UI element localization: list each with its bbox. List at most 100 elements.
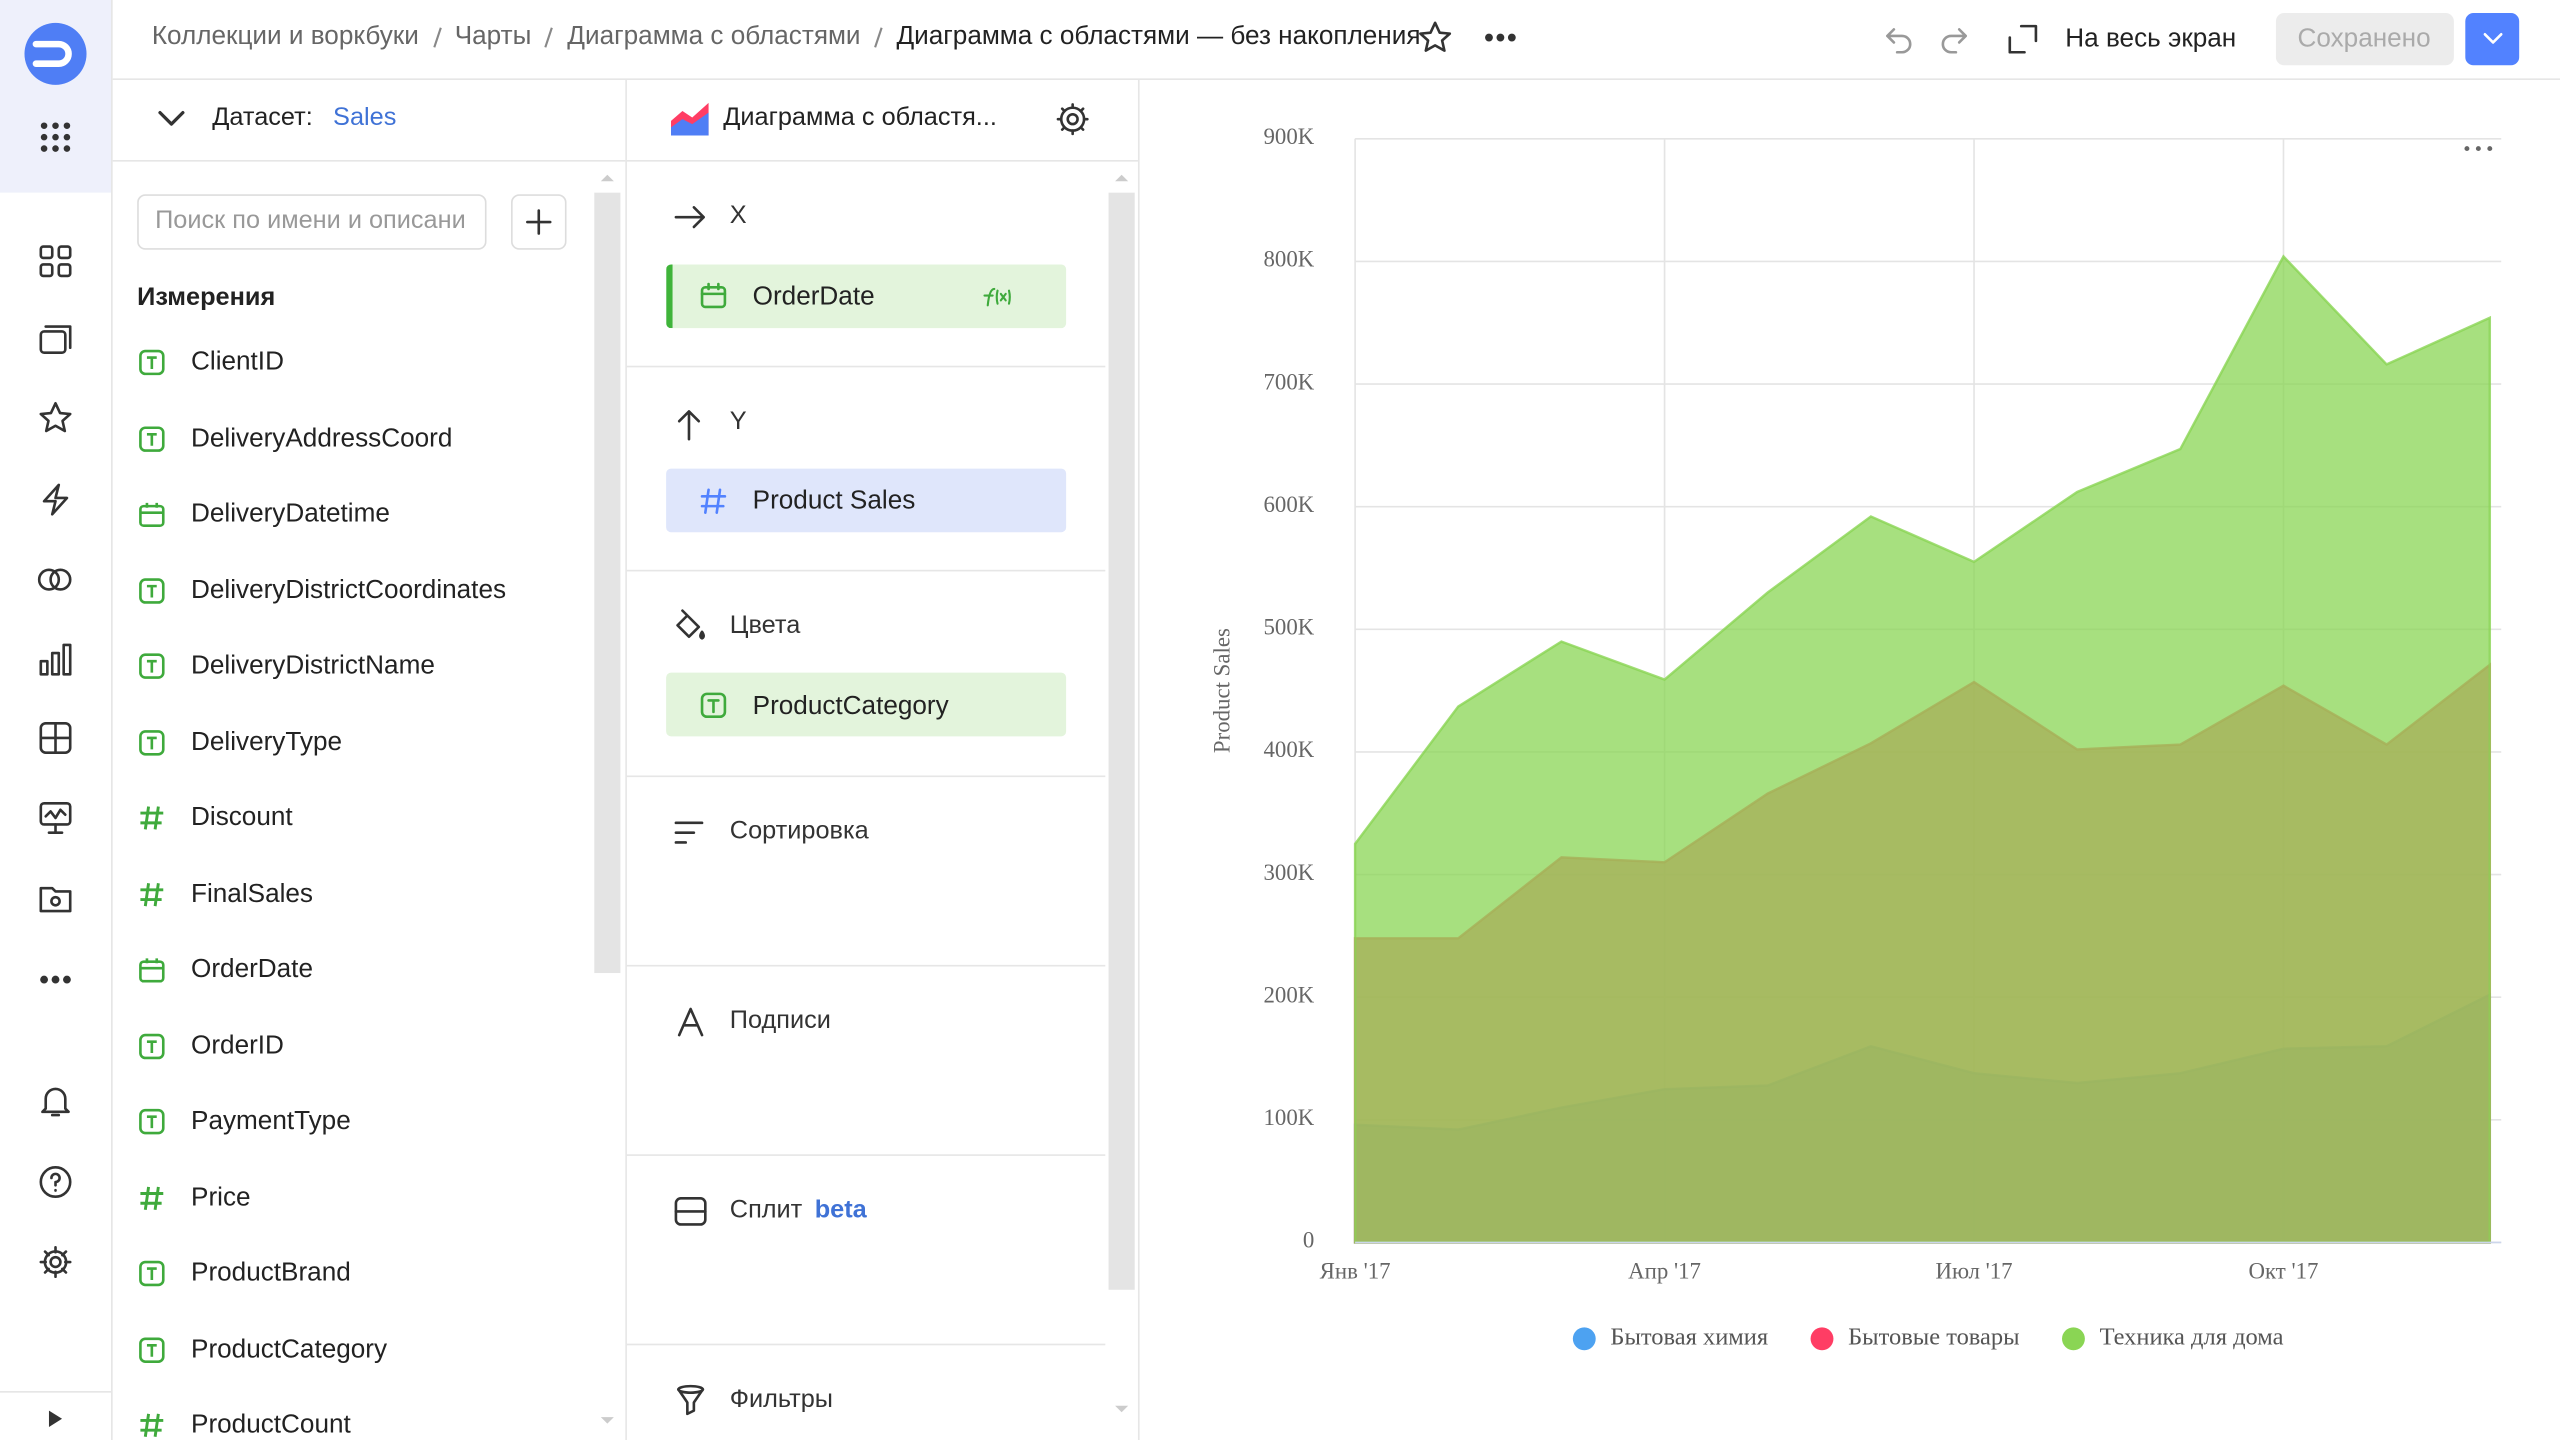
chart-menu[interactable] (2464, 144, 2493, 154)
field[interactable]: OrderID (191, 1031, 284, 1060)
field[interactable]: FinalSales (191, 879, 313, 908)
dataset-label: Датасет: (212, 104, 313, 132)
save-button[interactable] (2275, 13, 2454, 66)
chart-settings-icon[interactable] (1056, 103, 1089, 136)
x-tick-label: Янв '17 (1320, 1259, 1391, 1284)
filters-icon (677, 1384, 705, 1416)
scrollbar[interactable] (594, 192, 621, 974)
scroll-up[interactable] (1113, 171, 1129, 184)
separator-line (545, 27, 554, 48)
section-title: Измерения (137, 283, 276, 312)
scroll-down[interactable] (599, 1414, 615, 1427)
field[interactable]: DeliveryType (191, 728, 343, 756)
sort-icon (674, 821, 704, 844)
scroll-up[interactable] (599, 171, 615, 184)
x-field-chip[interactable] (666, 264, 1067, 329)
field[interactable]: DeliveryDistrictCoordinates (191, 576, 507, 604)
field-type-icon (139, 425, 165, 452)
nav-icon[interactable] (39, 721, 72, 755)
undo-icon[interactable] (1884, 24, 1913, 54)
icon-glyph (146, 432, 157, 445)
dataset-header-border (112, 160, 626, 162)
field[interactable]: Discount (191, 803, 293, 832)
dataset-name[interactable]: Sales (333, 104, 397, 132)
fullscreen-icon[interactable] (2008, 24, 2038, 54)
icon-glyph (140, 958, 164, 970)
notifications-icon[interactable] (39, 1086, 72, 1119)
rail-border (111, 0, 113, 1440)
y-field-chip[interactable] (666, 468, 1067, 533)
icon-frame (139, 1032, 165, 1059)
more-menu[interactable] (1484, 31, 1517, 44)
section-divider (626, 964, 1106, 967)
nav-icon[interactable] (39, 483, 72, 516)
field[interactable]: ProductCategory (191, 1335, 388, 1364)
y-tick-label: 200K (1264, 982, 1315, 1007)
expand-rail[interactable] (46, 1409, 66, 1429)
icon-glyph (140, 1413, 164, 1437)
breadcrumb[interactable]: Диаграмма с областями (567, 22, 861, 51)
section-divider (626, 1343, 1106, 1346)
icon-frame (139, 729, 165, 755)
field-type-icon (139, 1032, 165, 1059)
legend-label[interactable]: Техника для дома (2100, 1323, 2284, 1350)
breadcrumb[interactable]: Коллекции и воркбуки (151, 22, 419, 51)
icon-glyph (146, 659, 157, 673)
field[interactable]: DeliveryAddressCoord (191, 424, 453, 453)
scrollbar[interactable] (1108, 192, 1135, 1290)
add-field-icon (526, 209, 552, 235)
section-divider (626, 365, 1106, 368)
chart-type[interactable]: Диаграмма с областя... (723, 104, 997, 132)
chart-type-icon (671, 102, 709, 136)
nav-icon[interactable] (39, 401, 72, 435)
nav-more[interactable] (39, 973, 72, 986)
field-type-icon (140, 1413, 164, 1437)
field[interactable]: ProductCount (191, 1411, 351, 1440)
x-tick-label: Окт '17 (2249, 1259, 2319, 1284)
field[interactable]: DeliveryDatetime (191, 500, 390, 529)
colors-field: ProductCategory (752, 692, 949, 721)
nav-icon[interactable] (37, 563, 74, 596)
icon-frame (139, 349, 165, 376)
field[interactable]: Price (191, 1183, 251, 1212)
field[interactable]: DeliveryDistrictName (191, 652, 435, 680)
section-divider (626, 775, 1106, 778)
header-border (112, 78, 2560, 80)
field[interactable]: PaymentType (191, 1107, 351, 1136)
save-menu-chevron (2483, 32, 2503, 44)
legend-label[interactable]: Бытовые товары (1848, 1323, 2019, 1350)
nav-icon[interactable] (39, 245, 72, 278)
legend-label[interactable]: Бытовая химия (1610, 1323, 1768, 1350)
add-field-button[interactable] (511, 194, 567, 250)
nav-icon[interactable] (39, 323, 72, 356)
field[interactable]: ProductBrand (191, 1259, 351, 1288)
favorite-icon[interactable] (1419, 21, 1452, 54)
redo-icon[interactable] (1940, 24, 1969, 54)
breadcrumb[interactable]: Чарты (454, 22, 532, 51)
settings-icon[interactable] (39, 1246, 72, 1279)
nav-icon[interactable] (39, 801, 72, 835)
icon-glyph (146, 1343, 157, 1356)
help-icon[interactable] (39, 1166, 72, 1199)
logo[interactable] (23, 21, 88, 86)
dataset-chevron[interactable] (158, 111, 185, 127)
nav-icon[interactable] (39, 643, 72, 676)
filters-section-title: Фильтры (729, 1385, 834, 1414)
fullscreen-button[interactable]: На весь экран (2065, 25, 2237, 53)
separator-line (432, 27, 442, 48)
nav-icon[interactable] (39, 882, 72, 915)
formula-icon (983, 287, 1011, 307)
save-menu-button[interactable] (2465, 13, 2520, 66)
y-tick-label: 700K (1264, 369, 1315, 394)
chart-name: Диаграмма с областями — без накопления (896, 22, 1421, 51)
legend: Бытовая химия Бытовые товары Техника для д… (1572, 1323, 2284, 1350)
icon-frame (139, 425, 165, 452)
field[interactable]: OrderDate (191, 955, 313, 984)
scroll-down[interactable] (1113, 1402, 1129, 1415)
colors-field-chip[interactable] (666, 672, 1067, 737)
services-icon[interactable] (39, 121, 72, 154)
field[interactable]: ClientID (191, 348, 284, 377)
icon-glyph (140, 502, 164, 514)
beta-badge: beta (814, 1196, 867, 1225)
search-input[interactable]: Поиск по имени и описани (137, 194, 487, 250)
